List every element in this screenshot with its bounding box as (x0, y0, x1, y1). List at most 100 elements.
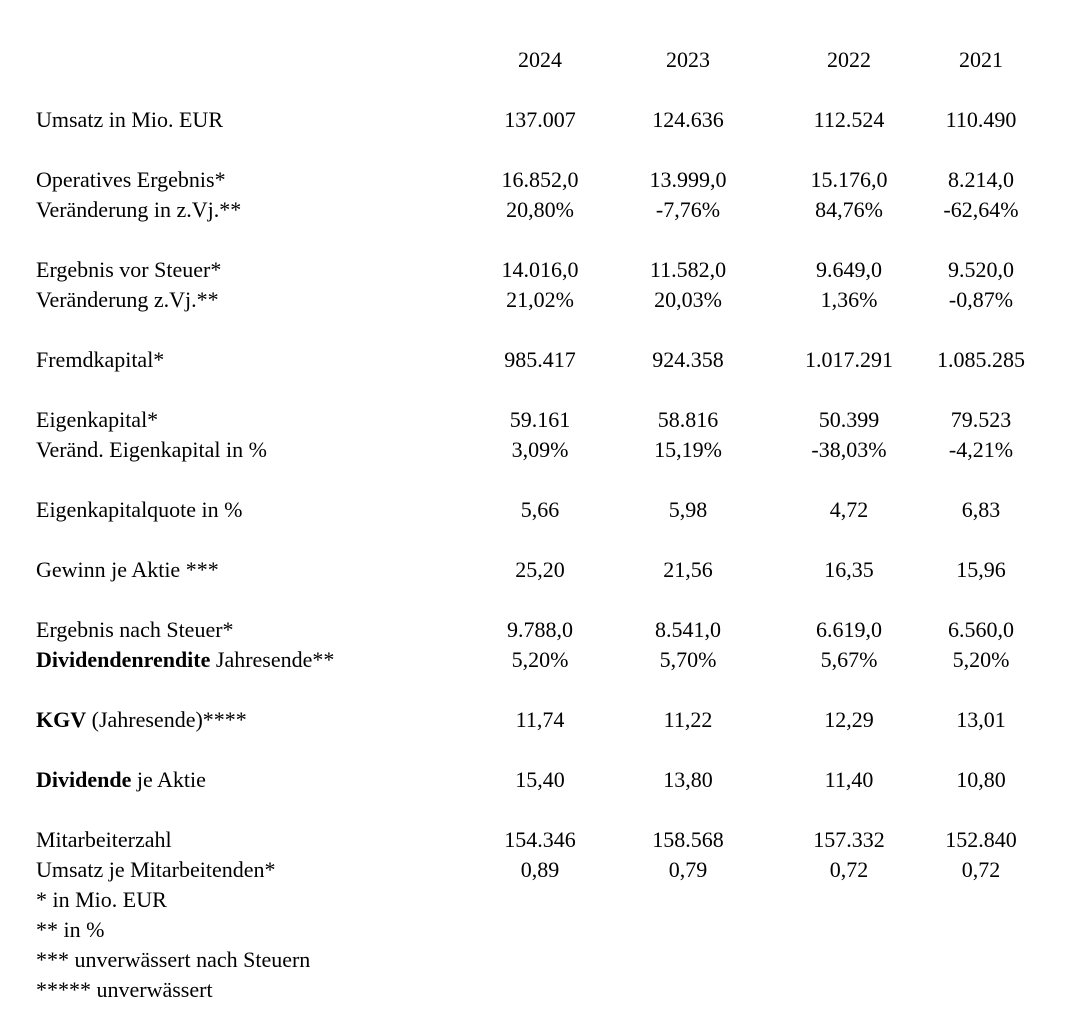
row-label: Veränderung z.Vj.** (0, 285, 456, 315)
row-label-text: Fremdkapital* (36, 347, 165, 372)
cell-2024: 5,20% (511, 647, 569, 672)
cell-2022: 11,40 (824, 767, 874, 792)
row-label: Veränd. Eigenkapital in % (0, 435, 456, 465)
footnote-unverwaessert: ***** unverwässert (0, 975, 1065, 1005)
row-label: Umsatz in Mio. EUR (0, 105, 456, 135)
table-row-dividende-je-aktie: Dividende je Aktie 15,40 13,80 11,40 10,… (0, 765, 1065, 795)
row-label: Dividende je Aktie (0, 765, 456, 795)
row-label-bold: KGV (36, 707, 87, 732)
table-row-ergebnis-vor-steuer: Ergebnis vor Steuer* 14.016,0 11.582,0 9… (0, 255, 1065, 285)
table-row-dividendenrendite: Dividendenrendite Jahresende** 5,20% 5,7… (0, 645, 1065, 675)
row-label: Ergebnis nach Steuer* (0, 615, 456, 645)
table-row-mitarbeiterzahl: Mitarbeiterzahl 154.346 158.568 157.332 … (0, 825, 1065, 855)
footnote-mio-eur: * in Mio. EUR (0, 885, 1065, 915)
cell-2024: 25,20 (515, 557, 565, 582)
cell-2022: 1,36% (820, 287, 878, 312)
cell-2024: 16.852,0 (501, 167, 579, 192)
cell-2023: -7,76% (655, 197, 721, 222)
cell-2021: -4,21% (948, 437, 1014, 462)
cell-2023: 924.358 (652, 347, 724, 372)
row-label-text: Umsatz in Mio. EUR (36, 107, 223, 132)
cell-2023: 13,80 (663, 767, 713, 792)
cell-2023: 5,70% (659, 647, 717, 672)
cell-2023: 11,22 (663, 707, 713, 732)
cell-2024: 985.417 (504, 347, 576, 372)
row-label-text: Gewinn je Aktie *** (36, 557, 219, 582)
row-label-text: Jahresende** (210, 647, 335, 672)
cell-2021: 5,20% (952, 647, 1010, 672)
row-label: Veränderung in z.Vj.** (0, 195, 456, 225)
cell-2024: 21,02% (506, 287, 574, 312)
table-row-veraend-eigenkapital: Veränd. Eigenkapital in % 3,09% 15,19% -… (0, 435, 1065, 465)
row-label: Fremdkapital* (0, 345, 456, 375)
row-label-text: (Jahresende)**** (86, 707, 247, 732)
row-label-text: je Aktie (131, 767, 206, 792)
cell-2023: 158.568 (652, 827, 724, 852)
footnote-text: ** in % (36, 917, 105, 942)
cell-2023: 15,19% (654, 437, 722, 462)
table-row-eigenkapital: Eigenkapital* 59.161 58.816 50.399 79.52… (0, 405, 1065, 435)
cell-2024: 11,74 (515, 707, 565, 732)
year-header-2024: 2024 (518, 47, 562, 72)
cell-2021: 9.520,0 (948, 257, 1014, 282)
cell-2024: 3,09% (511, 437, 569, 462)
table-row-kgv: KGV (Jahresende)**** 11,74 11,22 12,29 1… (0, 705, 1065, 735)
cell-2022: 157.332 (813, 827, 885, 852)
table-row-operatives-ergebnis: Operatives Ergebnis* 16.852,0 13.999,0 1… (0, 165, 1065, 195)
row-label: Gewinn je Aktie *** (0, 555, 456, 585)
row-label-bold: Dividende (36, 767, 132, 792)
cell-2021: 0,72 (961, 857, 1001, 882)
cell-2023: 13.999,0 (649, 167, 727, 192)
row-label-bold: Dividendenrendite (36, 647, 211, 672)
year-header-2022: 2022 (827, 47, 871, 72)
row-label: Umsatz je Mitarbeitenden* (0, 855, 456, 885)
footnote-text: ***** unverwässert (36, 977, 213, 1002)
row-label: Eigenkapital* (0, 405, 456, 435)
cell-2022: 84,76% (815, 197, 883, 222)
row-label: Ergebnis vor Steuer* (0, 255, 456, 285)
cell-2023: 124.636 (652, 107, 724, 132)
table-row-gewinn-je-aktie: Gewinn je Aktie *** 25,20 21,56 16,35 15… (0, 555, 1065, 585)
cell-2021: 8.214,0 (948, 167, 1014, 192)
row-label-text: Ergebnis vor Steuer* (36, 257, 222, 282)
cell-2021: 13,01 (956, 707, 1006, 732)
cell-2021: 15,96 (956, 557, 1006, 582)
row-label: Operatives Ergebnis* (0, 165, 456, 195)
cell-2021: 10,80 (956, 767, 1006, 792)
cell-2023: 58.816 (657, 407, 719, 432)
row-label: KGV (Jahresende)**** (0, 705, 456, 735)
year-header-2021: 2021 (959, 47, 1003, 72)
table-row-fremdkapital: Fremdkapital* 985.417 924.358 1.017.291 … (0, 345, 1065, 375)
cell-2024: 9.788,0 (507, 617, 573, 642)
table-row-ergebnis-nach-steuer: Ergebnis nach Steuer* 9.788,0 8.541,0 6.… (0, 615, 1065, 645)
row-label-text: Mitarbeiterzahl (36, 827, 172, 852)
cell-2024: 154.346 (504, 827, 576, 852)
cell-2021: 6,83 (961, 497, 1001, 522)
cell-2022: 112.524 (813, 107, 885, 132)
cell-2022: 12,29 (824, 707, 874, 732)
cell-2022: 4,72 (829, 497, 869, 522)
cell-2022: 50.399 (818, 407, 880, 432)
cell-2024: 5,66 (520, 497, 560, 522)
row-label-text: Eigenkapitalquote in % (36, 497, 243, 522)
cell-2023: 0,79 (668, 857, 708, 882)
year-header-spacer (0, 45, 456, 75)
cell-2022: 6.619,0 (816, 617, 882, 642)
cell-2022: 1.017.291 (805, 347, 893, 372)
year-header-row: 2024 2023 2022 2021 (0, 45, 1065, 75)
cell-2024: 137.007 (504, 107, 576, 132)
cell-2021: 152.840 (945, 827, 1017, 852)
row-label-text: Veränd. Eigenkapital in % (36, 437, 267, 462)
cell-2022: 9.649,0 (816, 257, 882, 282)
cell-2021: 6.560,0 (948, 617, 1014, 642)
row-label-text: Operatives Ergebnis* (36, 167, 226, 192)
cell-2024: 20,80% (506, 197, 574, 222)
footnote-text: * in Mio. EUR (36, 887, 167, 912)
row-label: Eigenkapitalquote in % (0, 495, 456, 525)
row-label-text: Veränderung z.Vj.** (36, 287, 219, 312)
cell-2024: 14.016,0 (501, 257, 579, 282)
row-label-text: Umsatz je Mitarbeitenden* (36, 857, 276, 882)
cell-2021: 110.490 (945, 107, 1017, 132)
table-row-veraenderung-op: Veränderung in z.Vj.** 20,80% -7,76% 84,… (0, 195, 1065, 225)
